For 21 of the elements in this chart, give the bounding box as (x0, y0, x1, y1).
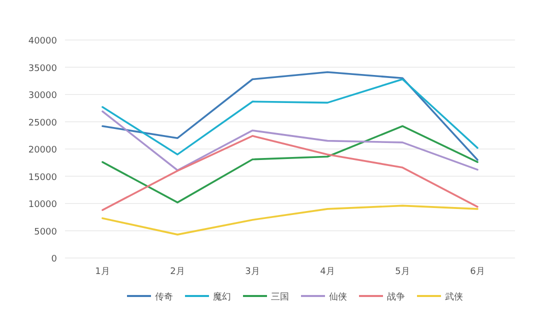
y-tick-label: 35000 (28, 64, 58, 74)
y-tick-label: 40000 (28, 36, 58, 46)
y-tick-label: 30000 (28, 91, 58, 101)
legend-label: 武侠 (445, 292, 463, 302)
x-tick-label: 2月 (170, 267, 185, 277)
x-tick-label: 3月 (245, 267, 260, 277)
y-tick-label: 20000 (28, 146, 58, 156)
x-tick-label: 1月 (95, 267, 110, 277)
x-tick-label: 6月 (470, 267, 485, 277)
legend-label: 三国 (271, 292, 289, 302)
legend-label: 仙侠 (329, 292, 347, 302)
x-tick-label: 5月 (395, 267, 410, 277)
legend-label: 传奇 (155, 292, 173, 302)
y-tick-label: 25000 (28, 118, 58, 128)
y-tick-label: 10000 (28, 200, 58, 210)
y-tick-label: 15000 (28, 172, 58, 183)
legend-label: 魔幻 (213, 292, 231, 302)
x-tick-label: 4月 (320, 267, 335, 277)
y-tick-label: 5000 (34, 227, 58, 238)
y-tick-label: 0 (51, 254, 58, 264)
legend-label: 战争 (387, 292, 405, 302)
